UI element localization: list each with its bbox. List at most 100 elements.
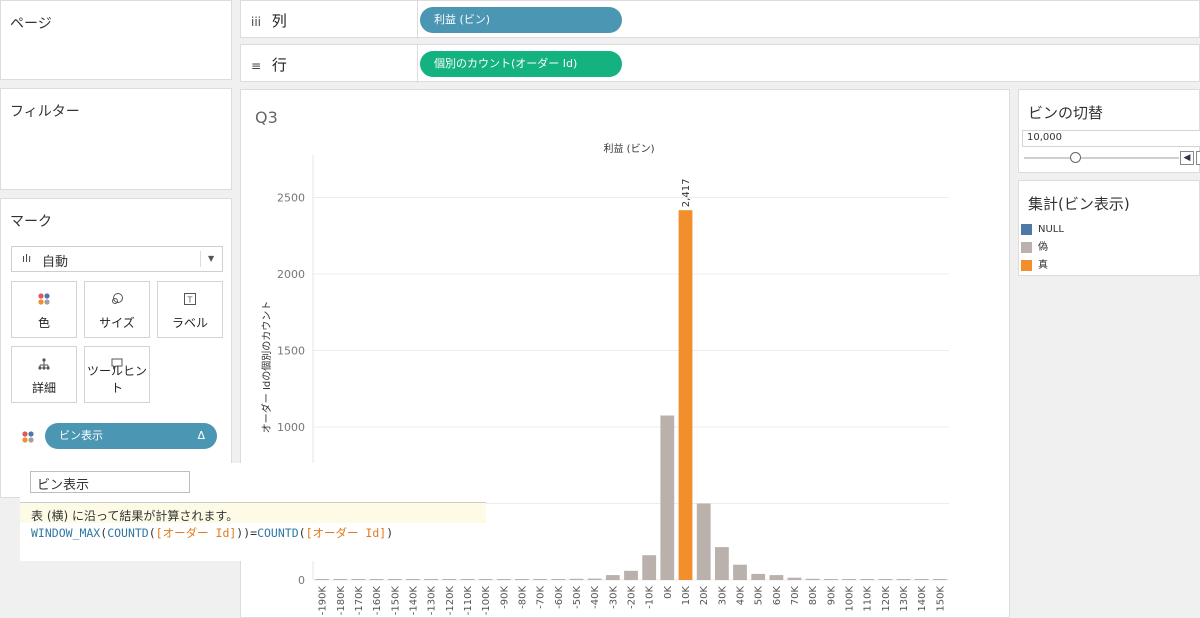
pages-card[interactable]: ページ: [0, 0, 232, 80]
slider-prev-button[interactable]: ◀: [1180, 151, 1194, 165]
x-tick-label: -120K: [445, 586, 456, 616]
formula-paren: (: [148, 526, 156, 540]
marks-card[interactable]: マーク ılı 自動 ▼ 色 サイズ T ラベル 詳細 ツールヒント ビン表示 …: [0, 198, 232, 498]
rows-divider: [417, 45, 418, 83]
calc-editor[interactable]: ビン表示 表 (横) に沿って結果が計算されます。 WINDOW_MAX(COU…: [20, 463, 486, 561]
bin-value-field[interactable]: 10,000: [1022, 130, 1200, 147]
x-tick-label: -150K: [390, 586, 401, 616]
x-tick-label: -180K: [336, 586, 347, 616]
bar: [551, 579, 566, 580]
columns-shelf[interactable]: iii 列 利益 (ビン): [240, 0, 1200, 39]
mark-type-label: 自動: [42, 255, 69, 270]
bar: [860, 579, 875, 580]
mark-type-dropdown[interactable]: ılı 自動 ▼: [11, 246, 223, 272]
columns-shelf-header: iii 列: [251, 10, 287, 31]
rows-shelf[interactable]: ≡ 行 個別のカウント(オーダー Id): [240, 44, 1200, 83]
x-tick-label: 140K: [917, 586, 928, 612]
x-tick-label: -40K: [590, 586, 601, 609]
bar: [442, 579, 457, 580]
label-button-label: ラベル: [171, 316, 208, 330]
bin-slider-handle[interactable]: [1070, 152, 1081, 163]
bin-slider-track[interactable]: [1024, 157, 1179, 159]
chevron-down-icon[interactable]: ▼: [208, 254, 215, 263]
x-tick-label: 90K: [826, 586, 837, 606]
columns-divider: [417, 1, 418, 39]
calc-name: ビン表示: [37, 478, 90, 493]
size-icon: [85, 292, 149, 309]
color-button-label: 色: [37, 316, 50, 330]
label-button[interactable]: T ラベル: [157, 281, 223, 338]
chevron-left-icon: ◀: [1183, 153, 1191, 163]
x-tick-label: -140K: [408, 586, 419, 616]
x-tick-label: -110K: [463, 586, 474, 616]
legend-item-false[interactable]: 偽: [1021, 242, 1048, 254]
detail-button[interactable]: 詳細: [11, 346, 77, 403]
x-tick-label: -50K: [572, 586, 583, 609]
calc-header-divider: [20, 502, 486, 503]
bar: [824, 579, 838, 580]
x-tick-label: 70K: [790, 586, 801, 606]
bar: [842, 579, 856, 580]
color-pill-icon: [21, 429, 35, 448]
bar: [751, 573, 766, 580]
x-tick-label: -160K: [372, 586, 383, 616]
delta-icon: Δ: [197, 429, 205, 442]
columns-pill[interactable]: 利益 (ビン): [420, 7, 622, 33]
calc-name-field[interactable]: ビン表示: [30, 471, 190, 493]
legend-swatch-null: [1021, 224, 1032, 235]
size-button[interactable]: サイズ: [84, 281, 150, 338]
dropdown-separator: [200, 251, 201, 267]
legend-swatch-true: [1021, 260, 1032, 271]
bin-value: 10,000: [1027, 132, 1062, 143]
tooltip-button[interactable]: ツールヒント: [84, 346, 150, 403]
legend-label-true: 真: [1038, 260, 1048, 271]
rows-pill[interactable]: 個別のカウント(オーダー Id): [420, 51, 622, 77]
bar: [715, 547, 729, 580]
color-field-pill[interactable]: ビン表示 Δ: [45, 423, 217, 449]
marks-title: マーク: [10, 214, 52, 230]
legend-title: 集計(ビン表示): [1028, 195, 1130, 213]
y-axis-title: オーダー Idの個別のカウント: [260, 301, 273, 433]
legend-card[interactable]: 集計(ビン表示) NULL 偽 真: [1018, 180, 1200, 276]
x-tick-label: 10K: [681, 586, 692, 606]
bar: [696, 503, 711, 580]
x-tick-label: -30K: [608, 586, 619, 609]
bar: [478, 579, 493, 580]
color-field-pill-label: ビン表示: [59, 429, 103, 442]
slider-next-button[interactable]: [1196, 151, 1200, 165]
calc-description: 表 (横) に沿って結果が計算されます。: [31, 509, 239, 523]
bar: [733, 564, 747, 580]
x-tick-label: 40K: [736, 586, 747, 606]
x-tick-label: -170K: [354, 586, 365, 616]
formula-paren: ): [386, 526, 394, 540]
bar: [660, 415, 675, 580]
legend-swatch-false: [1021, 242, 1032, 253]
filters-card[interactable]: フィルター: [0, 88, 232, 190]
bar: [351, 579, 366, 580]
x-tick-label: 20K: [699, 586, 710, 606]
bar: [933, 579, 947, 580]
bin-switch-title: ビンの切替: [1028, 104, 1104, 122]
bin-switch-card[interactable]: ビンの切替 10,000 ◀: [1018, 89, 1200, 173]
x-tick-label: -130K: [427, 586, 438, 616]
columns-icon: iii: [251, 15, 262, 29]
bar: [896, 579, 911, 580]
color-button[interactable]: 色: [11, 281, 77, 338]
formula-func-countd: COUNTD: [257, 526, 299, 540]
calc-formula[interactable]: WINDOW_MAX(COUNTD([オーダー Id]))=COUNTD([オー…: [31, 525, 393, 541]
bar: [496, 579, 511, 580]
formula-operator: ))=: [236, 526, 258, 540]
legend-label-false: 偽: [1038, 242, 1048, 253]
bar: [587, 578, 602, 580]
bar: [569, 578, 584, 580]
x-tick-label: -20K: [627, 586, 638, 609]
x-tick-label: -90K: [499, 586, 510, 609]
legend-item-true[interactable]: 真: [1021, 260, 1048, 272]
bar: [424, 579, 438, 580]
bar: [678, 210, 693, 580]
label-icon: T: [158, 292, 222, 309]
legend-item-null[interactable]: NULL: [1021, 224, 1064, 236]
y-tick-label: 0: [298, 574, 305, 587]
color-icon: [12, 292, 76, 309]
y-tick-label: 1000: [277, 421, 305, 434]
